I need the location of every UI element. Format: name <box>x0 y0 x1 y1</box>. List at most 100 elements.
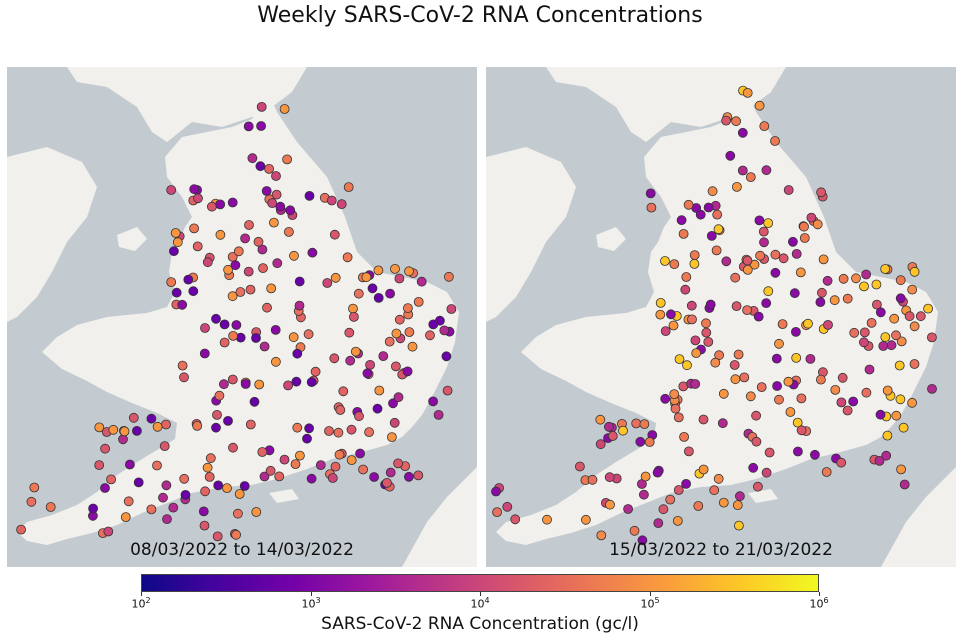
sampling-site-marker <box>179 473 190 484</box>
sampling-site-marker <box>232 508 243 519</box>
sampling-site-marker <box>652 467 663 478</box>
sampling-site-marker <box>306 377 317 388</box>
sampling-site-marker <box>386 432 397 443</box>
sampling-site-marker <box>721 115 732 126</box>
sampling-site-marker <box>288 332 299 343</box>
sampling-site-marker <box>227 197 238 208</box>
sampling-site-marker <box>304 423 315 434</box>
sampling-site-marker <box>631 418 642 429</box>
sampling-site-marker <box>698 464 709 475</box>
sampling-site-marker <box>177 299 188 310</box>
sampling-site-marker <box>581 514 591 525</box>
colorbar-tick-mark <box>819 592 820 596</box>
sampling-site-marker <box>253 236 264 247</box>
sampling-site-marker <box>796 393 807 404</box>
sampling-site-marker <box>812 219 823 230</box>
sampling-site-marker <box>433 409 444 420</box>
sampling-site-marker <box>183 274 194 285</box>
sampling-site-marker <box>200 486 211 497</box>
sampling-site-marker <box>274 471 285 482</box>
sampling-site-marker <box>764 447 775 458</box>
sampling-site-marker <box>259 471 270 482</box>
sampling-site-marker <box>851 273 861 284</box>
sampling-site-marker <box>336 199 347 210</box>
sampling-site-marker <box>350 346 361 357</box>
sampling-site-marker <box>673 485 684 495</box>
sampling-site-marker <box>106 474 116 485</box>
sampling-site-marker <box>837 372 848 383</box>
sampling-site-marker <box>262 302 272 313</box>
sampling-site-marker <box>306 473 317 484</box>
sampling-site-marker <box>595 439 606 450</box>
sampling-site-marker <box>179 372 189 383</box>
sampling-site-marker <box>689 258 700 269</box>
sampling-site-marker <box>353 288 364 299</box>
sampling-site-marker <box>815 297 826 308</box>
sampling-site-marker <box>192 241 203 252</box>
sampling-site-marker <box>680 284 691 295</box>
sampling-site-marker <box>745 172 756 182</box>
sampling-site-marker <box>361 272 372 283</box>
sampling-site-marker <box>230 260 241 271</box>
sampling-site-marker <box>120 512 131 523</box>
sampling-site-marker <box>257 447 268 457</box>
sampling-site-marker <box>446 304 457 314</box>
sampling-site-marker <box>322 278 333 288</box>
sampling-site-marker <box>388 398 398 409</box>
sampling-site-marker <box>789 288 800 299</box>
sampling-site-marker <box>310 366 321 377</box>
sampling-site-marker <box>842 405 853 416</box>
sampling-site-marker <box>324 426 334 436</box>
sampling-site-marker <box>315 460 326 471</box>
sampling-site-marker <box>198 506 209 517</box>
sampling-site-marker <box>283 226 294 237</box>
sampling-site-marker <box>686 300 697 311</box>
sampling-site-marker <box>271 171 281 181</box>
sampling-site-marker <box>778 253 789 264</box>
sampling-site-marker <box>192 420 203 431</box>
sampling-site-marker <box>373 265 384 276</box>
sampling-site-marker <box>803 318 813 329</box>
sampling-site-marker <box>770 267 781 278</box>
sampling-site-marker <box>199 348 210 359</box>
sampling-site-marker <box>861 387 872 398</box>
sampling-site-marker <box>748 462 759 473</box>
colorbar-tick-label: 105 <box>640 596 660 611</box>
sampling-site-marker <box>202 462 213 473</box>
sampling-site-marker <box>753 311 764 322</box>
sampling-site-marker <box>233 246 244 257</box>
sampling-sites <box>491 85 937 546</box>
sampling-site-marker <box>416 276 427 287</box>
sampling-site-marker <box>443 271 454 282</box>
sampling-site-marker <box>180 489 191 500</box>
sampling-site-marker <box>413 296 424 307</box>
colorbar-tick-mark <box>141 592 142 596</box>
sampling-site-marker <box>219 337 230 348</box>
sampling-site-marker <box>718 497 729 508</box>
sampling-site-marker <box>200 323 210 333</box>
map-panel-week-1: 08/03/2022 to 14/03/2022 <box>7 67 477 567</box>
sampling-site-marker <box>292 348 303 359</box>
sampling-site-marker <box>390 263 400 274</box>
sampling-site-marker <box>249 396 260 407</box>
sampling-site-marker <box>875 409 886 420</box>
sampling-site-marker <box>761 467 772 478</box>
sampling-site-marker <box>882 430 893 441</box>
sampling-site-marker <box>683 446 694 457</box>
sampling-site-marker <box>265 465 276 476</box>
sampling-site-marker <box>829 295 840 306</box>
sampling-site-marker <box>346 455 357 466</box>
sampling-site-marker <box>227 291 238 302</box>
sampling-site-marker <box>355 448 366 459</box>
sampling-site-marker <box>660 326 671 337</box>
sampling-site-marker <box>698 414 709 425</box>
sampling-site-marker <box>329 353 340 364</box>
sampling-site-marker <box>759 121 770 131</box>
sampling-site-marker <box>330 461 341 472</box>
sampling-site-marker <box>244 220 254 230</box>
sampling-site-marker <box>327 473 338 483</box>
sampling-site-marker <box>923 303 934 314</box>
sampling-site-marker <box>393 392 404 403</box>
sampling-site-marker <box>882 385 893 396</box>
sampling-site-marker <box>354 411 364 422</box>
